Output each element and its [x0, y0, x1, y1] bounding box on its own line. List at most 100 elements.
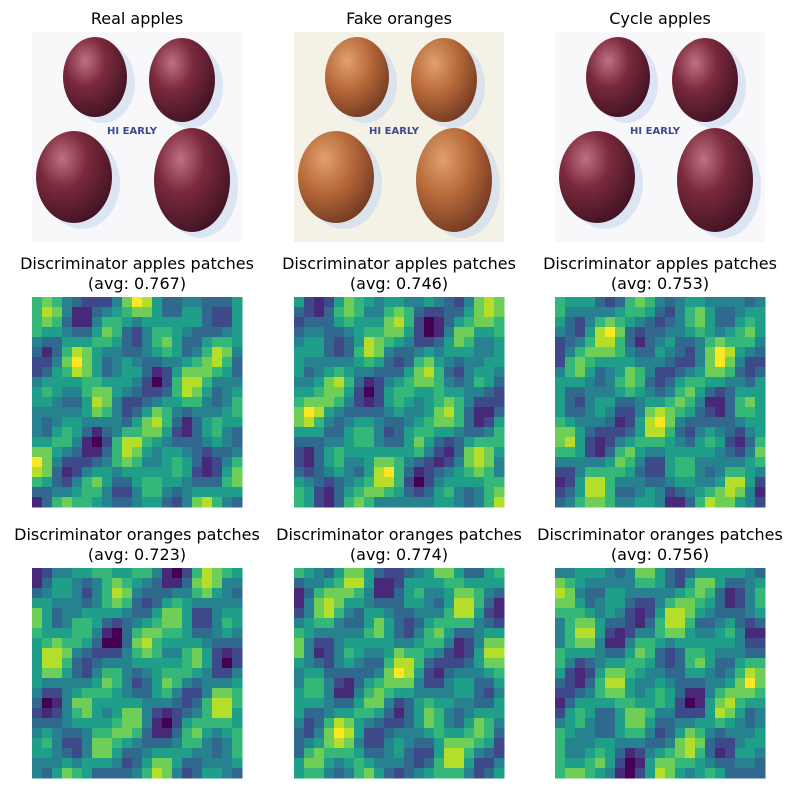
heatmap-cell: [304, 618, 315, 629]
heatmap-cell: [304, 708, 315, 719]
heatmap-cell: [715, 357, 726, 368]
heatmap-cell: [725, 668, 736, 679]
heatmap-cell: [615, 768, 626, 779]
heatmap-cell: [394, 357, 405, 368]
heatmap-cell: [82, 628, 93, 639]
heatmap-cell: [172, 728, 183, 739]
heatmap-cell: [394, 668, 405, 679]
heatmap-cell: [695, 297, 706, 308]
heatmap-cell: [735, 658, 746, 669]
heatmap-cell: [494, 568, 505, 579]
heatmap-cell: [605, 297, 616, 308]
heatmap-cell: [62, 618, 73, 629]
heatmap-cell: [424, 447, 435, 458]
heatmap-cell: [32, 307, 43, 318]
heatmap-cell: [484, 407, 495, 418]
heatmap-cell: [364, 688, 375, 699]
heatmap-cell: [92, 588, 103, 599]
heatmap-cell: [434, 678, 445, 689]
heatmap-cell: [735, 477, 746, 488]
heatmap-cell: [464, 608, 475, 619]
heatmap-cell: [444, 748, 455, 759]
heatmap-cell: [685, 367, 696, 378]
heatmap-cell: [605, 668, 616, 679]
heatmap-cell: [635, 337, 646, 348]
heatmap-cell: [434, 497, 445, 508]
heatmap-cell: [725, 447, 736, 458]
heatmap-cell: [132, 397, 143, 408]
heatmap-cell: [575, 457, 586, 468]
heatmap-cell: [92, 497, 103, 508]
heatmap-cell: [735, 307, 746, 318]
heatmap-cell: [434, 467, 445, 478]
heatmap-cell: [42, 658, 53, 669]
heatmap-cell: [615, 477, 626, 488]
heatmap-cell: [192, 307, 203, 318]
heatmap-cell: [334, 487, 345, 498]
heatmap-cell: [424, 668, 435, 679]
heatmap-cell: [82, 377, 93, 388]
heatmap-cell: [384, 718, 395, 729]
heatmap-cell: [635, 698, 646, 709]
heatmap-cell: [52, 387, 63, 398]
heatmap-cell: [655, 578, 666, 589]
heatmap-cell: [354, 748, 365, 759]
heatmap-cell: [735, 427, 746, 438]
heatmap-cell: [394, 598, 405, 609]
heatmap-cell: [112, 608, 123, 619]
heatmap-cell: [555, 387, 566, 398]
heatmap-cell: [232, 397, 243, 408]
heatmap-cell: [172, 758, 183, 769]
heatmap-cell: [222, 457, 233, 468]
heatmap-cell: [92, 327, 103, 338]
heatmap-cell: [585, 387, 596, 398]
heatmap-cell: [222, 487, 233, 498]
heatmap-cell: [122, 497, 133, 508]
heatmap-cell: [575, 738, 586, 749]
heatmap-cell: [92, 648, 103, 659]
heatmap-cell: [42, 568, 53, 579]
heatmap-cell: [82, 497, 93, 508]
heatmap-cell: [212, 568, 223, 579]
heatmap-cell: [314, 598, 325, 609]
heatmap-cell: [615, 447, 626, 458]
heatmap-cell: [202, 568, 213, 579]
heatmap-cell: [222, 467, 233, 478]
heatmap-cell: [725, 337, 736, 348]
heatmap-cell: [685, 768, 696, 779]
heatmap-cell: [414, 578, 425, 589]
heatmap-cell: [474, 457, 485, 468]
heatmap-cell: [72, 327, 83, 338]
heatmap-cell: [72, 748, 83, 759]
heatmap-cell: [595, 658, 606, 669]
heatmap-cell: [695, 628, 706, 639]
heatmap-cell: [474, 758, 485, 769]
heatmap-cell: [374, 427, 385, 438]
heatmap-cell: [484, 588, 495, 599]
heatmap-cell: [575, 417, 586, 428]
heatmap-cell: [132, 728, 143, 739]
heatmap-cell: [334, 728, 345, 739]
heatmap-cell: [555, 297, 566, 308]
heatmap-cell: [102, 437, 113, 448]
heatmap-cell: [334, 718, 345, 729]
heatmap-cell: [344, 718, 355, 729]
heatmap-cell: [334, 417, 345, 428]
heatmap-cell: [745, 758, 756, 769]
heatmap-cell: [152, 347, 163, 358]
heatmap-cell: [222, 618, 233, 629]
heatmap-cell: [82, 568, 93, 579]
heatmap-cell: [464, 447, 475, 458]
heatmap-cell: [675, 347, 686, 358]
heatmap-cell: [232, 317, 243, 328]
heatmap-cell: [565, 658, 576, 669]
heatmap-cell: [665, 367, 676, 378]
heatmap-cell: [755, 437, 766, 448]
heatmap-cell: [665, 758, 676, 769]
heatmap-cell: [655, 317, 666, 328]
heatmap-cell: [615, 377, 626, 388]
heatmap-cell: [112, 698, 123, 709]
heatmap-cell: [645, 718, 656, 729]
heatmap-cell: [424, 297, 435, 308]
heatmap-cell: [314, 437, 325, 448]
